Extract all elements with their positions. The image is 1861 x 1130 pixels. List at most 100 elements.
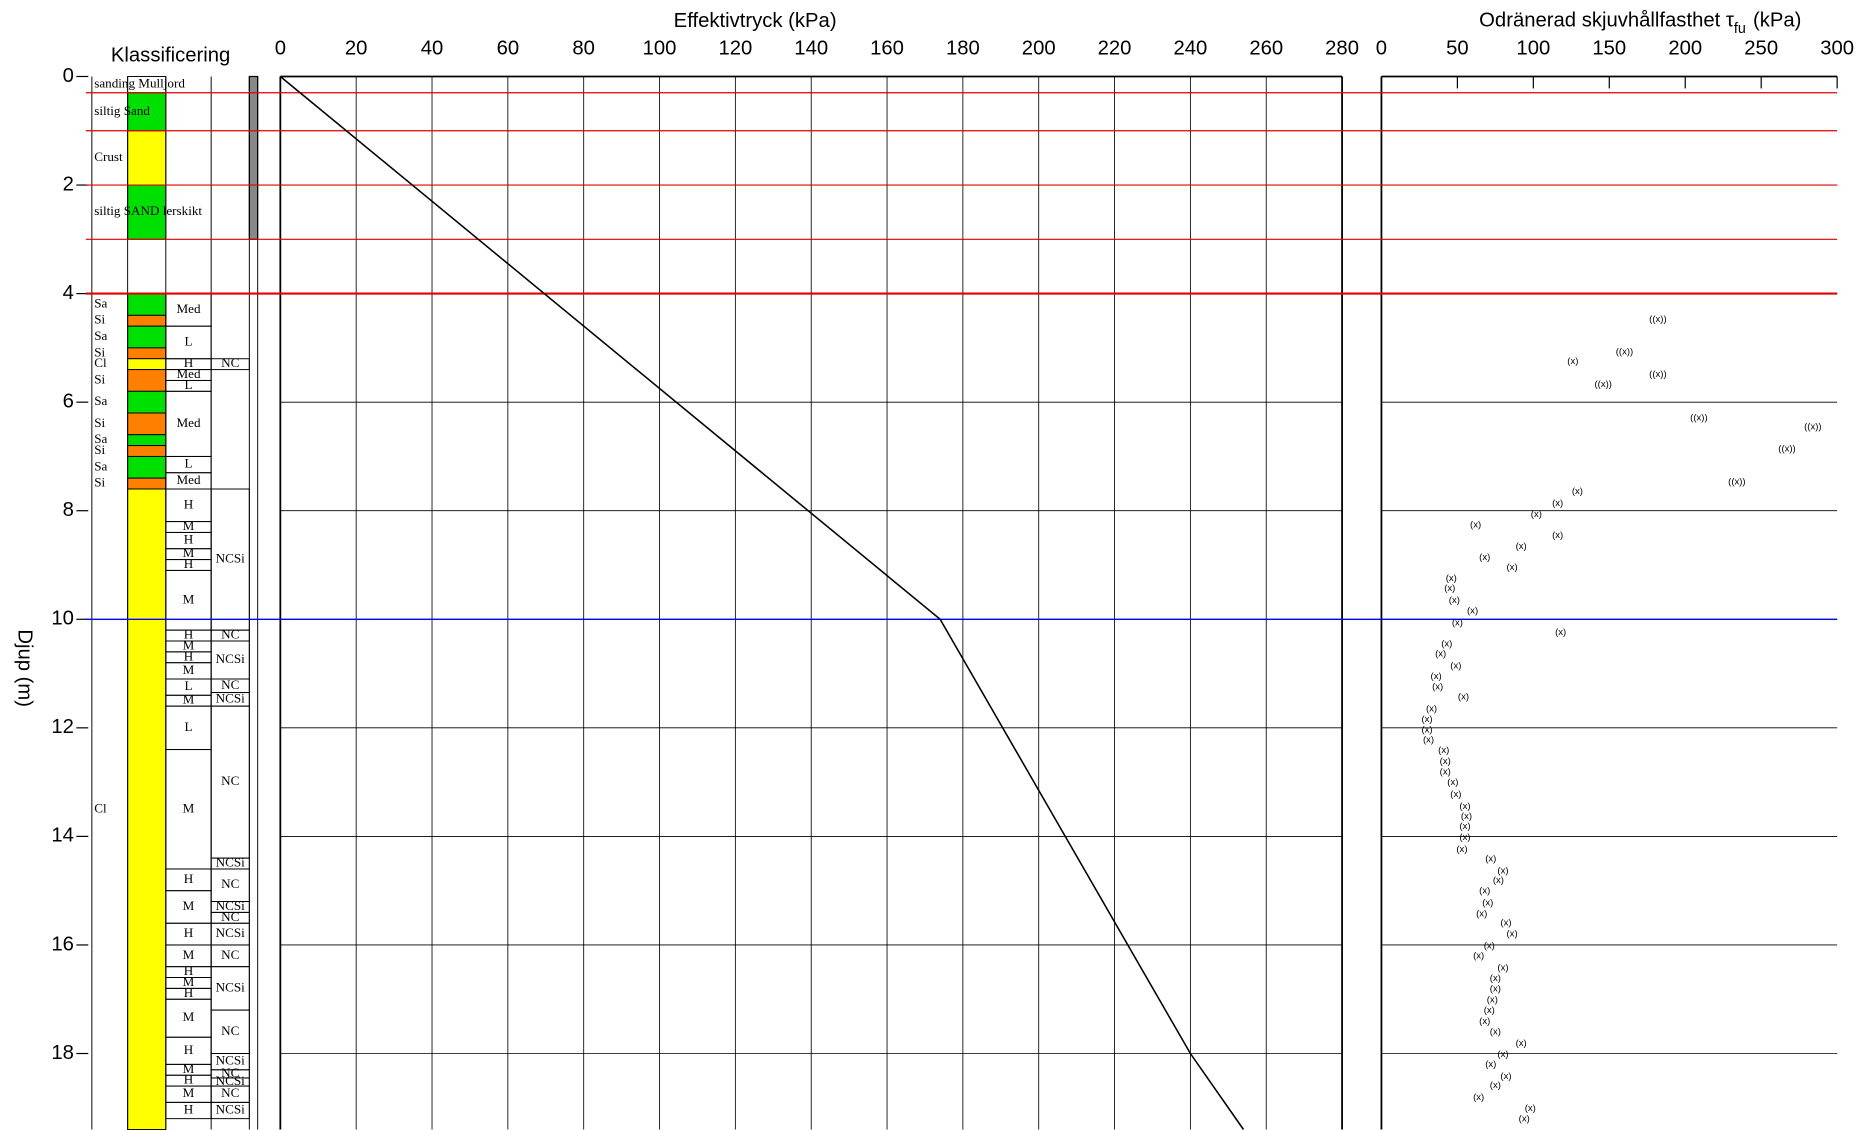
soil-layer-label: siltig SAND lerskikt [94,203,202,218]
x-tick-label: 20 [345,37,368,59]
soil-layer [127,92,167,132]
strength-cell-label: M [183,545,195,560]
shear-point: (x) [1479,886,1490,897]
strength-cell-label: H [184,985,194,1000]
x-tick-label: 50 [1446,37,1469,59]
shear-point: (x) [1423,734,1434,745]
soil-layer [127,390,167,414]
soil-layer [127,358,167,371]
strength-cell-label: M [183,800,195,815]
shear-point: (x) [1459,821,1470,832]
x-tick-label: 40 [421,37,444,59]
strength-cell-label: Med [176,415,200,430]
consolidation-cell-label: NCSi [216,979,246,994]
shear-point: (x) [1432,682,1443,693]
shear-point: ((x)) [1649,314,1666,325]
consolidation-cell-label: NC [221,355,239,370]
strength-cell-label: Med [176,366,200,381]
shear-point: (x) [1440,756,1451,767]
shear-point: (x) [1459,801,1470,812]
strength-cell-label: Med [176,301,200,316]
shear-point: ((x)) [1616,347,1633,358]
consolidation-cell-label: NCSi [216,551,246,566]
shear-point: ((x)) [1804,422,1821,433]
strength-cell-label: M [183,1085,195,1100]
shear-title: Odränerad skjuvhållfasthet τfu (kPa) [1479,10,1801,37]
soil-layer-label: Sa [94,295,107,310]
shear-point: (x) [1490,973,1501,984]
soil-layer [127,314,167,327]
strength-cell-label: H [184,963,194,978]
strength-cell-label: H [184,627,194,642]
shear-point: (x) [1500,918,1511,929]
soil-layer [127,488,167,1130]
shear-point: (x) [1446,573,1457,584]
shear-point: (x) [1485,1059,1496,1070]
shear-point: (x) [1461,811,1472,822]
y-tick-label: 14 [51,825,74,847]
consolidation-cell-label: NC [221,1023,239,1038]
strength-cell-label: M [183,898,195,913]
strength-cell-label: H [184,1102,194,1117]
strength-cell-label: H [184,925,194,940]
shear-point: (x) [1485,854,1496,865]
strength-cell-label: H [184,355,194,370]
shear-point: (x) [1552,498,1563,509]
shear-point: ((x)) [1778,443,1795,454]
strength-cell-label: M [183,591,195,606]
shear-point: (x) [1473,950,1484,961]
consolidation-cell-label: NC [221,947,239,962]
soil-layer-label: Si [94,371,105,386]
profile-title: Klassificering [111,45,230,67]
shear-point: (x) [1490,983,1501,994]
strength-cell-label: M [183,1061,195,1076]
strength-cell-label: H [184,871,194,886]
shear-point: (x) [1500,1071,1511,1082]
soil-layer [127,445,167,457]
shear-title-sub: fu [1734,21,1746,37]
shear-point: (x) [1456,844,1467,855]
y-axis-label: Djup (m) [13,629,35,707]
shear-point: (x) [1444,583,1455,594]
pressure-line [279,75,1245,1130]
y-tick-label: 6 [63,391,74,413]
shear-point: (x) [1438,745,1449,756]
y-tick-label: 16 [51,933,74,955]
shear-point: ((x)) [1690,412,1707,423]
consolidation-cell-label: NCSi [216,651,246,666]
x-tick-label: 100 [643,37,677,59]
strength-cell-label: M [183,947,195,962]
soil-layer-label: Crust [94,149,123,164]
strength-cell-label: L [184,456,192,471]
strength-cell-label: M [183,692,195,707]
consolidation-cell-label: NCSi [216,855,246,870]
x-tick-label: 300 [1820,37,1854,59]
x-tick-label: 140 [794,37,828,59]
shear-point: (x) [1516,1038,1527,1049]
shear-point: (x) [1479,1016,1490,1027]
pressure-title: Effektivtryck (kPa) [674,10,837,32]
soil-layer-label: Si [94,415,105,430]
y-tick-label: 2 [63,173,74,195]
x-tick-label: 80 [572,37,595,59]
consolidation-cell-label: NCSi [216,1073,246,1088]
x-tick-label: 60 [497,37,520,59]
shear-point: (x) [1516,541,1527,552]
soil-layer-label: Si [94,312,105,327]
strength-cell-label: M [183,662,195,677]
consolidation-cell-label: NCSi [216,1053,246,1068]
consolidation-cell-label: NCSi [216,690,246,705]
strength-cell-label: Med [176,472,200,487]
strength-cell-label: M [183,518,195,533]
soil-layer [127,347,167,360]
soil-layer [127,130,167,186]
shear-point: (x) [1484,1005,1495,1016]
soil-layer-label: Sa [94,431,107,446]
shear-point: (x) [1507,929,1518,940]
shear-point: ((x)) [1594,379,1611,390]
shear-point: (x) [1431,671,1442,682]
x-tick-label: 0 [275,37,286,59]
shear-point: (x) [1555,627,1566,638]
shear-point: (x) [1435,649,1446,660]
shear-point: ((x)) [1649,369,1666,380]
